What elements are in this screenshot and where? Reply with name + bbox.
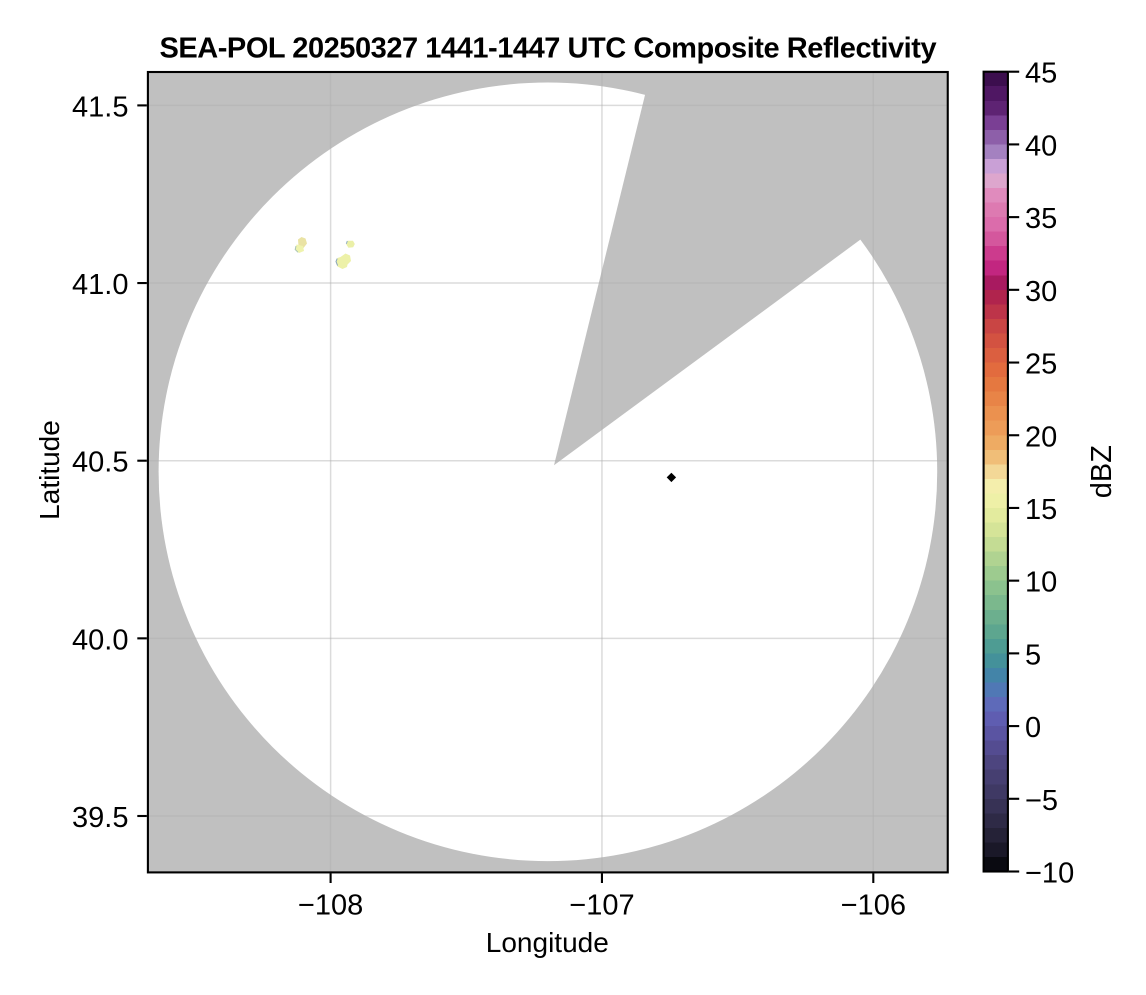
svg-text:20: 20 [1025, 421, 1057, 453]
svg-text:40: 40 [1025, 130, 1057, 162]
svg-text:39.5: 39.5 [72, 802, 128, 834]
svg-text:41.5: 41.5 [72, 91, 128, 123]
svg-text:Longitude: Longitude [486, 927, 609, 958]
svg-text:−5: −5 [1025, 785, 1058, 817]
svg-text:35: 35 [1025, 203, 1057, 235]
svg-text:−108: −108 [298, 890, 363, 922]
svg-text:SEA-POL 20250327 1441-1447 UTC: SEA-POL 20250327 1441-1447 UTC Composite… [159, 32, 936, 64]
svg-text:10: 10 [1025, 567, 1057, 599]
svg-text:25: 25 [1025, 349, 1057, 381]
svg-text:15: 15 [1025, 494, 1057, 526]
svg-text:45: 45 [1025, 58, 1057, 90]
svg-text:−10: −10 [1025, 858, 1074, 890]
svg-text:5: 5 [1025, 639, 1041, 671]
svg-text:−106: −106 [841, 890, 906, 922]
svg-text:−107: −107 [569, 890, 634, 922]
svg-text:40.5: 40.5 [72, 447, 128, 479]
svg-text:dBZ: dBZ [1086, 445, 1118, 498]
svg-text:40.0: 40.0 [72, 624, 128, 656]
svg-text:0: 0 [1025, 712, 1041, 744]
svg-text:30: 30 [1025, 276, 1057, 308]
svg-text:Latitude: Latitude [34, 420, 65, 520]
svg-text:41.0: 41.0 [72, 269, 128, 301]
